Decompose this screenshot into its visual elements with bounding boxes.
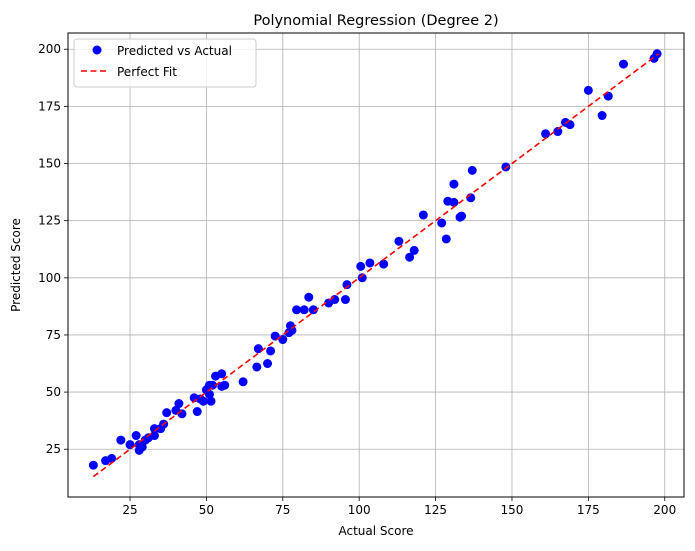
data-point <box>137 442 147 452</box>
legend: Predicted vs Actual Perfect Fit <box>73 38 257 88</box>
data-point <box>597 111 607 121</box>
legend-box <box>73 38 257 88</box>
chart-title: Polynomial Regression (Degree 2) <box>253 13 498 29</box>
data-point <box>287 325 297 335</box>
data-point <box>162 408 172 418</box>
data-point <box>217 369 227 379</box>
y-tick-label: 100 <box>38 271 61 285</box>
x-axis-label: Actual Score <box>338 524 413 538</box>
x-tick-label: 75 <box>275 503 290 517</box>
data-point <box>238 377 248 387</box>
data-point <box>379 259 389 269</box>
data-point <box>198 396 208 406</box>
data-point <box>131 431 141 441</box>
x-tick-label: 25 <box>122 503 137 517</box>
data-point <box>418 210 428 220</box>
data-point <box>356 261 366 271</box>
data-point <box>437 218 447 228</box>
data-point <box>441 234 451 244</box>
data-point <box>405 252 415 262</box>
y-tick-label: 25 <box>46 442 61 456</box>
data-point <box>340 295 350 305</box>
data-point <box>449 197 459 207</box>
x-tick-label: 50 <box>199 503 214 517</box>
data-point <box>308 305 318 315</box>
data-point <box>266 346 276 356</box>
data-point <box>149 431 159 441</box>
x-tick-label: 200 <box>653 503 676 517</box>
data-point <box>206 396 216 406</box>
data-point <box>553 127 563 137</box>
x-tick-label: 125 <box>424 503 447 517</box>
data-point <box>652 49 662 59</box>
data-point <box>174 399 184 409</box>
data-point <box>304 292 314 302</box>
data-point <box>365 258 375 268</box>
data-point <box>263 359 273 369</box>
x-tick-label: 100 <box>348 503 371 517</box>
data-point <box>583 85 593 95</box>
data-point <box>394 236 404 246</box>
y-tick-label: 200 <box>38 42 61 56</box>
data-point <box>88 460 98 470</box>
data-point <box>208 380 218 390</box>
y-tick-label: 150 <box>38 157 61 171</box>
data-point <box>330 295 340 305</box>
data-point <box>467 165 477 175</box>
data-point <box>220 380 230 390</box>
data-point <box>342 280 352 290</box>
plot-frame <box>67 32 685 498</box>
data-point <box>204 389 214 399</box>
perfect-fit-line <box>92 53 660 478</box>
legend-label-perfect-fit: Perfect Fit <box>117 65 177 79</box>
x-tick-label: 175 <box>577 503 600 517</box>
data-point <box>116 435 126 445</box>
data-point <box>299 305 309 315</box>
data-point <box>457 211 467 221</box>
y-axis-label: Predicted Score <box>9 218 23 312</box>
y-tick-label: 125 <box>38 214 61 228</box>
legend-label-predicted: Predicted vs Actual <box>117 44 232 58</box>
data-point <box>107 453 117 463</box>
axis-ticks: 25 50 75 100 125 150 175 200 25 50 75 100 125 150 175 2… <box>38 42 676 517</box>
y-tick-label: 75 <box>46 328 61 342</box>
legend-marker-predicted <box>92 45 102 55</box>
data-point <box>252 362 262 372</box>
data-point <box>409 245 419 255</box>
grid <box>68 33 684 497</box>
data-point <box>541 129 551 139</box>
data-point <box>192 407 202 417</box>
y-tick-label: 175 <box>38 99 61 113</box>
data-point <box>619 59 628 69</box>
data-point <box>292 305 302 315</box>
data-point <box>357 273 367 283</box>
data-point <box>449 179 459 189</box>
x-tick-label: 150 <box>501 503 524 517</box>
data-point <box>501 162 511 172</box>
y-tick-label: 50 <box>46 385 61 399</box>
